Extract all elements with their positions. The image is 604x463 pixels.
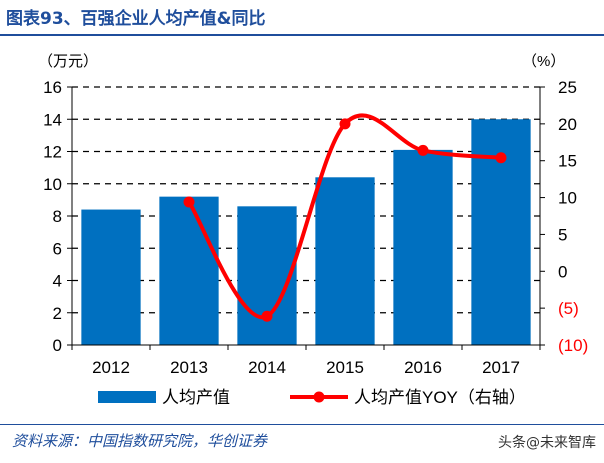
left-tick-label: 4 (53, 272, 62, 291)
right-tick-label: (5) (558, 299, 579, 318)
left-tick-label: 6 (53, 239, 62, 258)
right-axis-label: （%） (522, 53, 565, 70)
watermark: 头条@未来智库 (498, 435, 596, 451)
bar-2012 (81, 209, 141, 345)
left-tick-label: 10 (43, 175, 62, 194)
chart-title: 图表93、百强企业人均产值&同比 (6, 9, 266, 29)
legend-bar-swatch (98, 391, 156, 403)
right-tick-label: 20 (558, 115, 577, 134)
legend-bar-label: 人均产值 (162, 388, 230, 407)
right-tick-label: 0 (558, 262, 567, 281)
yoy-point (183, 196, 195, 208)
left-tick-label: 0 (53, 336, 62, 355)
x-tick-label: 2016 (404, 358, 442, 377)
title-divider (0, 34, 604, 36)
right-tick-label: 10 (558, 189, 577, 208)
left-axis-label: （万元） (38, 53, 98, 70)
left-tick-label: 16 (43, 78, 62, 97)
yoy-line (187, 113, 502, 320)
right-tick-label: (10) (558, 336, 588, 355)
x-tick-label: 2017 (482, 358, 520, 377)
x-tick-label: 2015 (326, 358, 364, 377)
right-tick-label: 5 (558, 225, 567, 244)
left-tick-label: 8 (53, 207, 62, 226)
bar-2015 (315, 177, 375, 345)
left-tick-label: 2 (53, 304, 62, 323)
right-tick-label: 25 (558, 78, 577, 97)
yoy-point (339, 118, 351, 130)
legend-line-label: 人均产值YOY（右轴） (354, 388, 526, 407)
source-note: 资料来源：中国指数研究院，华创证券 (12, 432, 268, 450)
legend-line-marker (313, 391, 325, 403)
bar-2013 (159, 196, 219, 345)
source-divider (0, 424, 604, 425)
right-tick-label: 15 (558, 152, 577, 171)
yoy-point (417, 144, 429, 156)
bar-2014 (237, 206, 297, 345)
x-tick-label: 2014 (248, 358, 286, 377)
x-tick-label: 2012 (92, 358, 130, 377)
yoy-point (261, 310, 273, 322)
left-tick-label: 14 (43, 110, 62, 129)
yoy-point (495, 152, 507, 164)
bar-2016 (393, 149, 453, 345)
x-tick-label: 2013 (170, 358, 208, 377)
left-tick-label: 12 (43, 143, 62, 162)
